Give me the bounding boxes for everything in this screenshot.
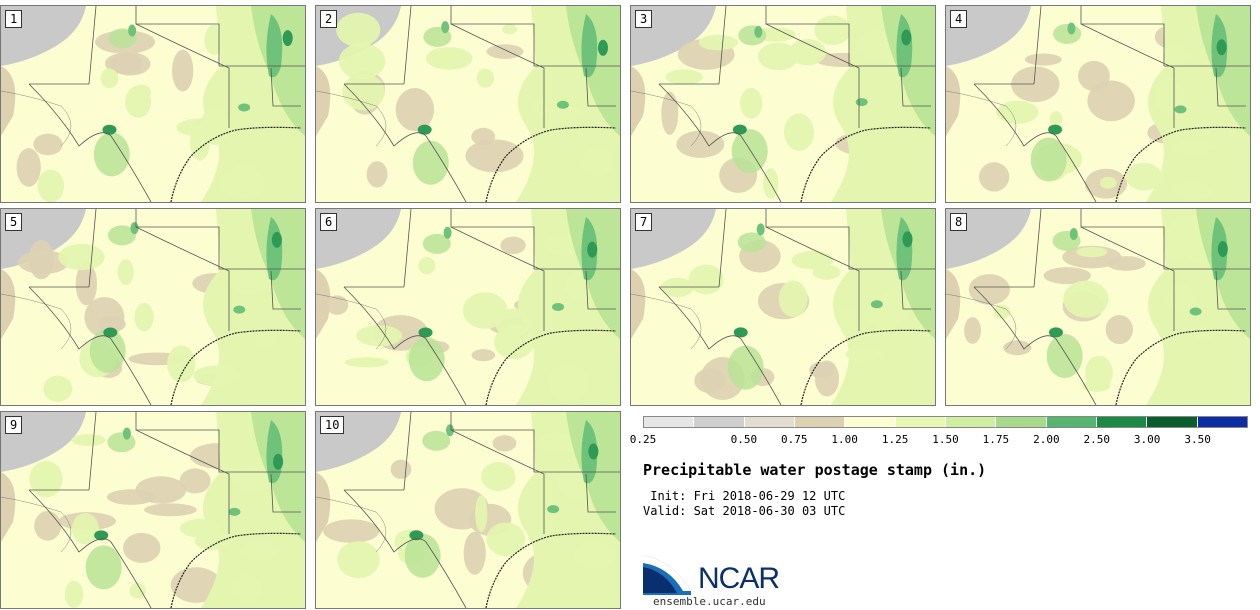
member-number: 7 (635, 213, 653, 231)
member-number: 5 (5, 213, 23, 231)
pw-map (316, 412, 620, 608)
member-panel: 9 (0, 411, 306, 609)
colorbar-swatch (744, 417, 795, 427)
colorbar-swatch (794, 417, 846, 427)
member-number: 4 (950, 10, 968, 28)
logo-wordmark: NCAR (698, 562, 780, 595)
member-number: 3 (635, 10, 653, 28)
colorbar-swatch (945, 417, 997, 427)
pw-map (946, 209, 1250, 405)
colorbar-tick: 3.50 (1184, 433, 1211, 446)
member-number: 8 (950, 213, 968, 231)
colorbar-tick: 1.00 (831, 433, 858, 446)
colorbar-tick: 3.00 (1133, 433, 1161, 446)
colorbar-swatch (845, 417, 896, 427)
member-number: 6 (320, 213, 338, 231)
member-panel: 7 (630, 208, 936, 406)
valid-time: Valid: Sat 2018-06-30 03 UTC (643, 504, 846, 518)
member-panel: 2 (315, 5, 621, 203)
ncar-logo (643, 555, 691, 595)
colorbar-tick: 1.75 (982, 433, 1010, 446)
member-number: 2 (320, 10, 338, 28)
colorbar-swatch (644, 417, 695, 427)
pw-map (631, 6, 935, 202)
member-number: 9 (5, 416, 23, 434)
member-panel: 5 (0, 208, 306, 406)
colorbar-swatch (1046, 417, 1097, 427)
pw-map (316, 6, 620, 202)
member-panel: 8 (945, 208, 1251, 406)
init-time: Init: Fri 2018-06-29 12 UTC (643, 489, 846, 503)
colorbar-swatch (895, 417, 946, 427)
member-panel: 3 (630, 5, 936, 203)
pw-map (1, 6, 305, 202)
colorbar-swatch (1197, 417, 1247, 427)
member-panel: 4 (945, 5, 1251, 203)
colorbar-swatch (694, 417, 745, 427)
pw-map (1, 209, 305, 405)
pw-map (631, 209, 935, 405)
colorbar-swatch (996, 417, 1047, 427)
chart-title: Precipitable water postage stamp (in.) (643, 461, 987, 479)
colorbar-tick: 2.00 (1033, 433, 1060, 446)
pw-map (946, 6, 1250, 202)
colorbar-tick: 1.50 (932, 433, 959, 446)
colorbar-swatch (1147, 417, 1198, 427)
member-number: 1 (5, 10, 23, 28)
pw-map (316, 209, 620, 405)
colorbar-tick: 0.50 (730, 433, 758, 446)
member-panel: 10 (315, 411, 621, 609)
pw-map (1, 412, 305, 608)
colorbar-swatch (1096, 417, 1148, 427)
member-number: 10 (320, 416, 345, 434)
member-panel: 1 (0, 5, 306, 203)
colorbar-tick: 2.50 (1083, 433, 1111, 446)
logo-url: ensemble.ucar.edu (653, 595, 766, 608)
colorbar-tick: 0.75 (781, 433, 808, 446)
colorbar-tick: 1.25 (881, 433, 909, 446)
colorbar-tick: 0.25 (629, 433, 657, 446)
member-panel: 6 (315, 208, 621, 406)
colorbar (643, 416, 1248, 428)
